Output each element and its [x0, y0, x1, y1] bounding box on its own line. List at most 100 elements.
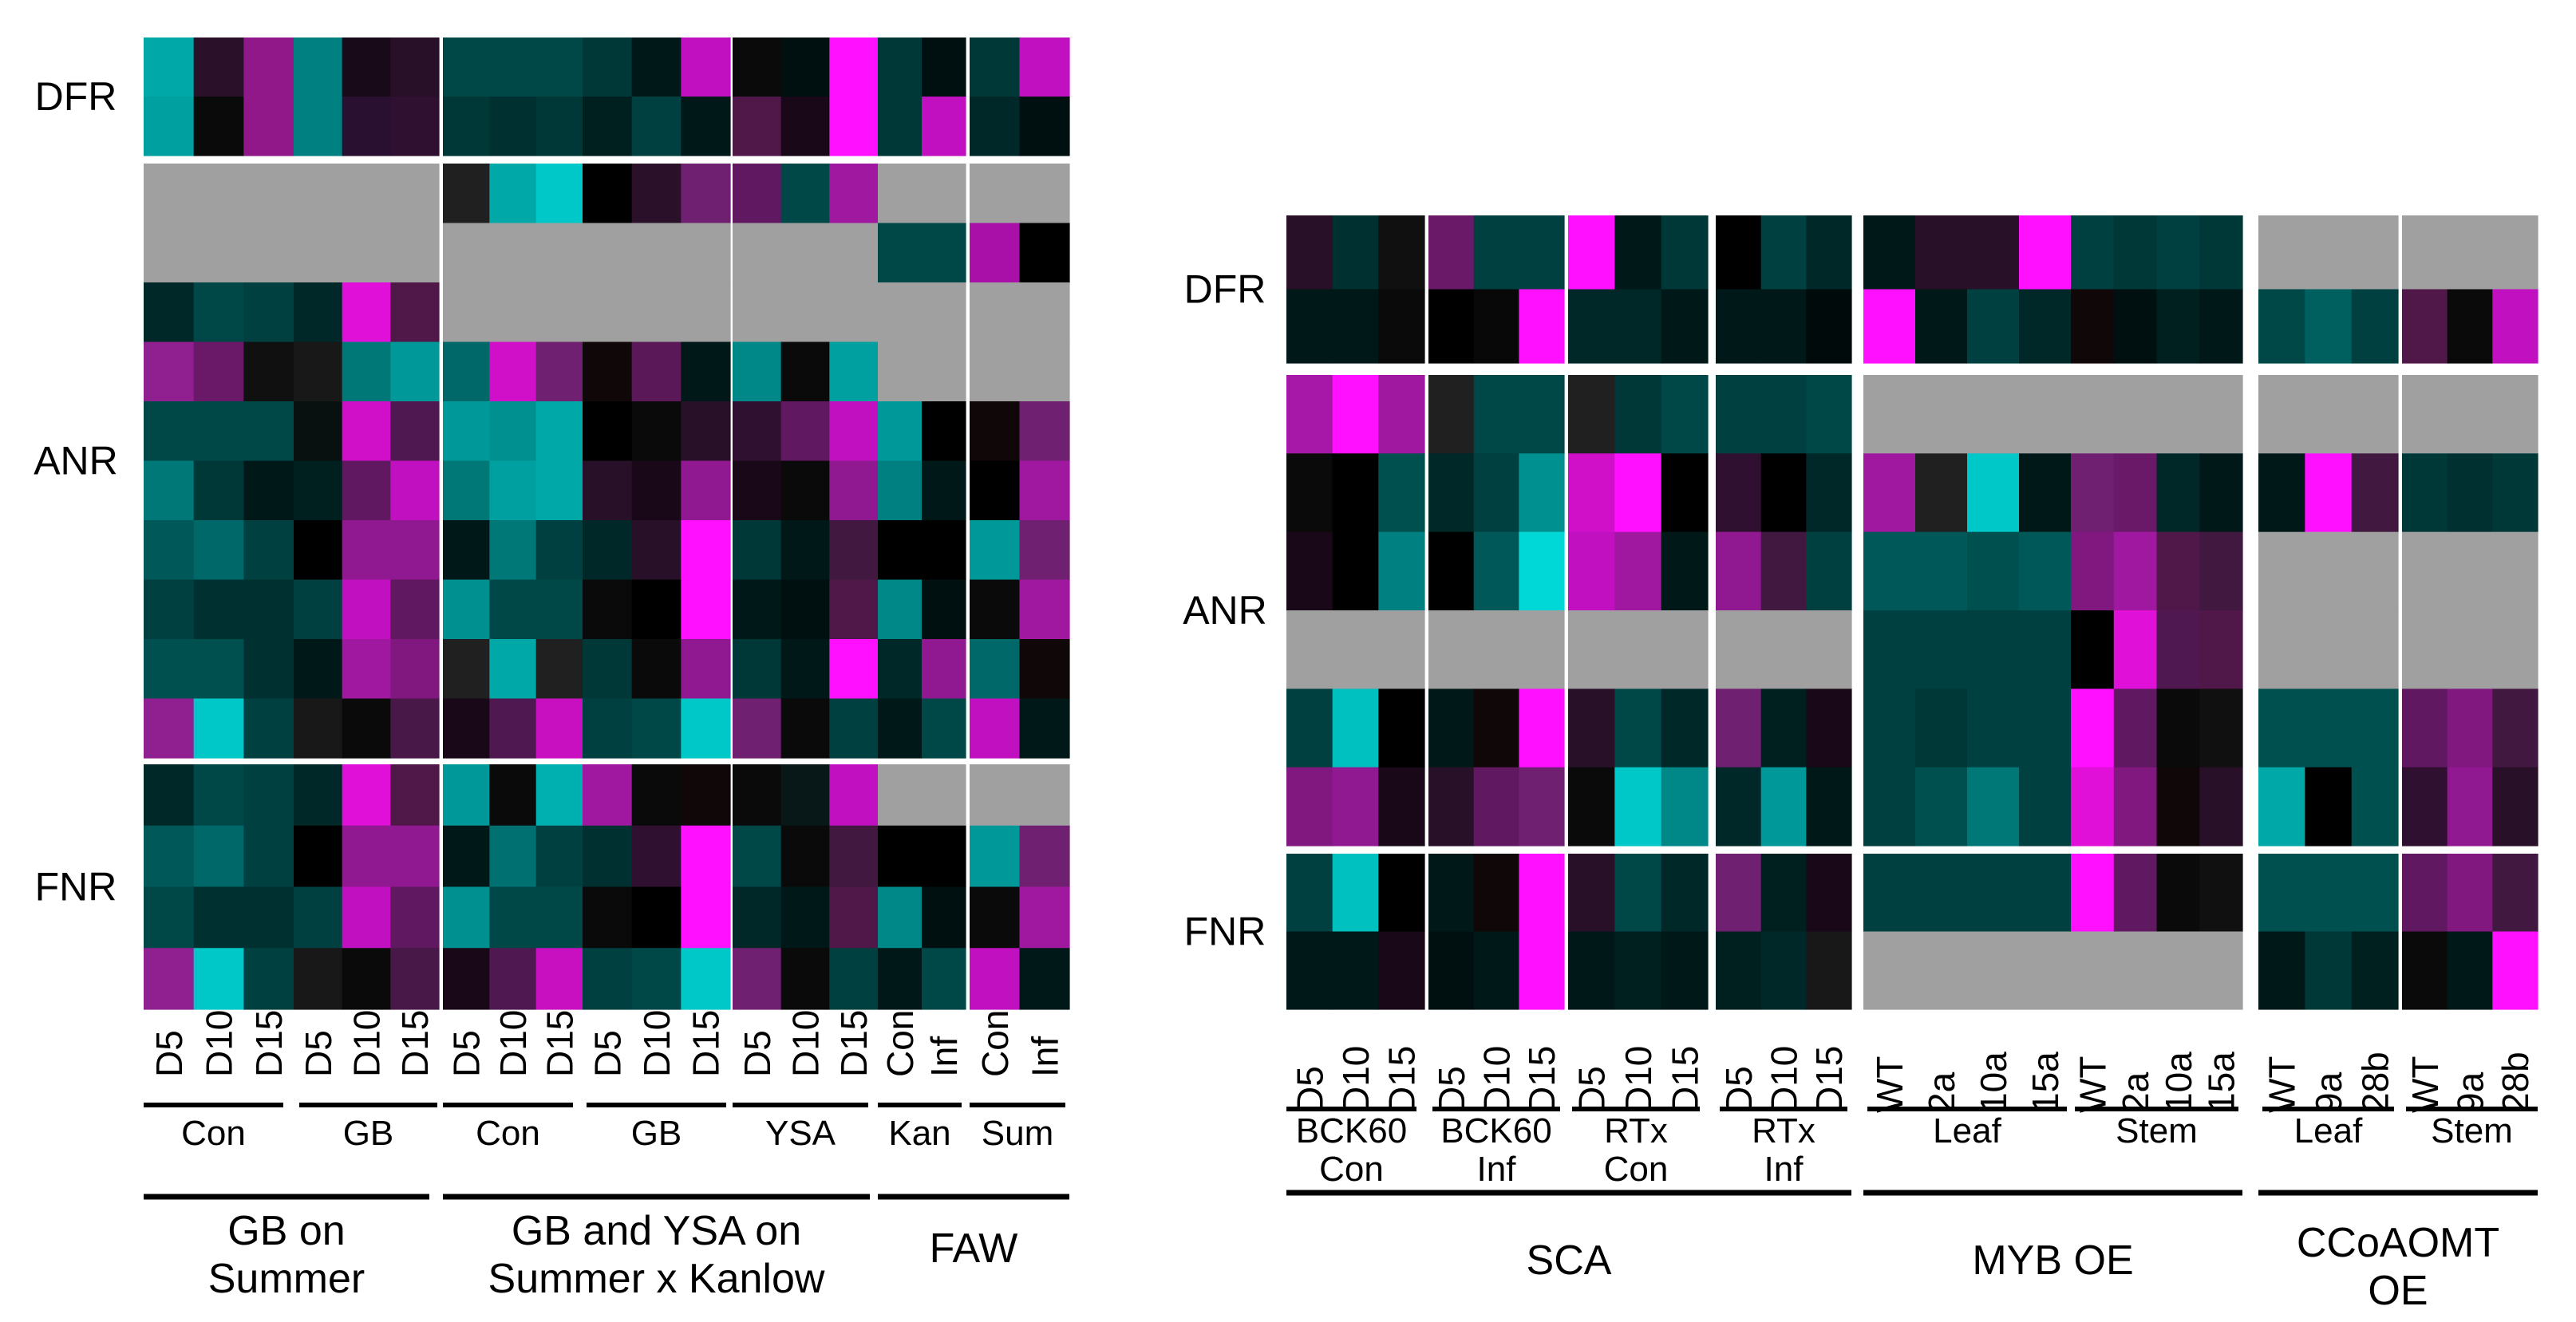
heatmap-cell [2351, 531, 2399, 611]
heatmap-cell [2113, 854, 2158, 933]
heatmap-cell [970, 764, 1021, 827]
heatmap-cell [2071, 289, 2115, 364]
column-tick-label: 15a [2025, 1052, 2066, 1113]
heatmap-cell [583, 520, 633, 581]
heatmap-cell [2199, 610, 2243, 689]
heatmap-cell [878, 520, 923, 581]
column-tick-label: 10a [2158, 1052, 2199, 1113]
study-label: CCoAOMT [2297, 1220, 2499, 1266]
heatmap-cell [922, 579, 966, 640]
heatmap-cell [243, 698, 294, 759]
heatmap-cell [780, 948, 830, 1010]
heatmap-cell [342, 825, 391, 888]
heatmap-cell [681, 886, 731, 949]
heatmap-cell [2199, 931, 2243, 1010]
heatmap-cell [2113, 453, 2158, 533]
heatmap-cell [829, 698, 879, 759]
heatmap-cell [390, 401, 440, 462]
heatmap-cell [922, 948, 966, 1010]
heatmap-cell [2071, 453, 2115, 533]
heatmap-cell [733, 223, 782, 283]
heatmap-cell [1473, 689, 1519, 768]
heatmap-cell [535, 579, 583, 640]
heatmap-cell [631, 764, 682, 827]
heatmap-cell [2071, 531, 2115, 611]
heatmap-cell [2019, 453, 2072, 533]
heatmap-cell [1428, 453, 1475, 533]
heatmap-cell [535, 520, 583, 581]
heatmap-cell [733, 341, 782, 402]
heatmap-cell [1473, 610, 1519, 689]
heatmap-cell [878, 825, 923, 888]
heatmap-cell [1019, 698, 1070, 759]
heatmap-cell [193, 97, 244, 156]
heatmap-cell [193, 948, 244, 1010]
heatmap-cell [681, 764, 731, 827]
heatmap-cell [489, 37, 537, 97]
heatmap-cell [2199, 375, 2243, 454]
column-tick-label: 28b [2354, 1052, 2396, 1113]
heatmap-cell [144, 886, 195, 949]
heatmap-cell [144, 341, 195, 402]
heatmap-cell [2402, 531, 2448, 611]
heatmap-cell [1863, 931, 1916, 1010]
heatmap-cell [2199, 531, 2243, 611]
heatmap-cell [780, 37, 830, 97]
heatmap-cell [1332, 531, 1379, 611]
heatmap-cell [1661, 531, 1709, 611]
column-group-label: Con [181, 1114, 246, 1153]
column-tick-label: WT [2072, 1056, 2113, 1113]
heatmap-cell [2156, 767, 2200, 846]
heatmap-cell [780, 764, 830, 827]
heatmap-cell [922, 401, 966, 462]
heatmap-cell [2258, 215, 2305, 290]
heatmap-cell [489, 825, 537, 888]
heatmap-cell [733, 639, 782, 700]
heatmap-cell [583, 460, 633, 521]
heatmap-cell [2492, 767, 2538, 846]
heatmap-cell [1519, 453, 1565, 533]
heatmap-cell [733, 698, 782, 759]
heatmap-cell [489, 164, 537, 224]
heatmap-cell [443, 401, 490, 462]
heatmap-cell [2071, 931, 2115, 1010]
heatmap-cell [1519, 289, 1565, 364]
heatmap-cell [2019, 289, 2072, 364]
heatmap-cell [1428, 215, 1475, 290]
heatmap-cell [2447, 931, 2493, 1010]
heatmap-cell [829, 825, 879, 888]
heatmap-cell [970, 460, 1021, 521]
heatmap-cell [1332, 689, 1379, 768]
heatmap-cell [1019, 401, 1070, 462]
heatmap-cell [1568, 931, 1615, 1010]
heatmap-cell [1473, 767, 1519, 846]
heatmap-cell [970, 825, 1021, 888]
heatmap-cell [922, 97, 966, 156]
heatmap-cell [1473, 289, 1519, 364]
heatmap-cell [294, 764, 343, 827]
heatmap-cell [243, 520, 294, 581]
heatmap-cell [535, 341, 583, 402]
heatmap-cell [1568, 215, 1615, 290]
heatmap-cell [390, 341, 440, 402]
column-tick-label: 9a [2308, 1071, 2349, 1113]
heatmap-cell [1473, 931, 1519, 1010]
heatmap-cell [970, 282, 1021, 343]
column-tick-label: D10 [1618, 1046, 1659, 1113]
heatmap-cell [342, 698, 391, 759]
column-group-label: Stem [2116, 1111, 2198, 1150]
heatmap-cell [1519, 931, 1565, 1010]
heatmap-cell [144, 37, 195, 97]
heatmap-cell [631, 698, 682, 759]
heatmap-cell [2258, 689, 2305, 768]
heatmap-cell [733, 37, 782, 97]
heatmap-cell [144, 698, 195, 759]
heatmap-cell [878, 764, 923, 827]
heatmap-cell [535, 223, 583, 283]
heatmap-cell [1806, 931, 1852, 1010]
heatmap-cell [2492, 689, 2538, 768]
heatmap-cell [631, 948, 682, 1010]
heatmap-cell [829, 886, 879, 949]
heatmap-cell [193, 698, 244, 759]
heatmap-cell [780, 698, 830, 759]
